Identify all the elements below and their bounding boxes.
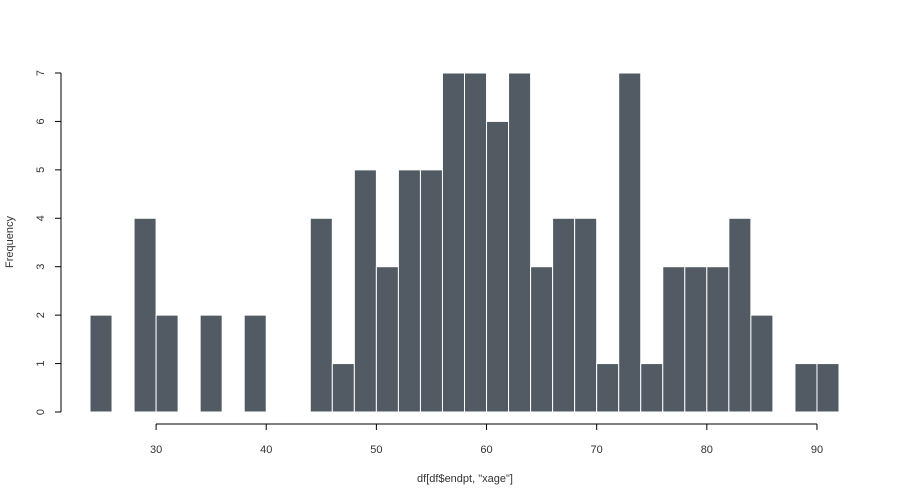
histogram-bar bbox=[684, 266, 708, 413]
histogram-bar bbox=[728, 217, 752, 413]
y-tick-label: 5 bbox=[35, 167, 47, 173]
y-axis: 0 1 2 3 4 5 6 7 bbox=[35, 70, 62, 415]
histogram-bar bbox=[397, 169, 421, 413]
histogram-bar bbox=[309, 217, 333, 413]
histogram-bar bbox=[530, 266, 554, 413]
histogram-bar bbox=[419, 169, 443, 413]
histogram-bar bbox=[706, 266, 730, 413]
histogram-bar bbox=[816, 363, 840, 413]
histogram-bar bbox=[331, 363, 355, 413]
histogram-bar bbox=[375, 266, 399, 413]
histogram-bar bbox=[133, 217, 157, 413]
x-axis: 30 40 50 60 70 80 90 bbox=[150, 423, 823, 456]
y-tick-label: 2 bbox=[35, 312, 47, 318]
x-axis-label: df[df$endpt, "xage"] bbox=[417, 473, 513, 485]
histogram-bar bbox=[794, 363, 818, 413]
x-tick-label: 90 bbox=[811, 444, 823, 456]
x-tick-label: 80 bbox=[701, 444, 713, 456]
y-tick-label: 0 bbox=[35, 409, 47, 415]
histogram-bar bbox=[552, 217, 576, 413]
histogram-bar bbox=[464, 72, 488, 413]
x-tick-label: 60 bbox=[480, 444, 492, 456]
x-tick-label: 70 bbox=[591, 444, 603, 456]
x-tick-label: 50 bbox=[370, 444, 382, 456]
histogram-bar bbox=[596, 363, 620, 413]
histogram-bar bbox=[618, 72, 642, 413]
y-tick-label: 4 bbox=[35, 215, 47, 221]
y-tick-label: 1 bbox=[35, 361, 47, 367]
histogram-bar bbox=[662, 266, 686, 413]
histogram-bar bbox=[441, 72, 465, 413]
y-tick-label: 7 bbox=[35, 70, 47, 76]
y-tick-label: 6 bbox=[35, 118, 47, 124]
y-tick-label: 3 bbox=[35, 264, 47, 270]
histogram-bar bbox=[486, 120, 510, 413]
histogram-bar bbox=[353, 169, 377, 413]
histogram-bar bbox=[89, 314, 113, 413]
histogram-bars bbox=[89, 72, 840, 413]
histogram-bar bbox=[508, 72, 532, 413]
y-axis-label: Frequency bbox=[4, 216, 16, 268]
histogram-bar bbox=[155, 314, 179, 413]
x-tick-label: 30 bbox=[150, 444, 162, 456]
histogram-bar bbox=[640, 363, 664, 413]
histogram-bar bbox=[199, 314, 223, 413]
x-tick-label: 40 bbox=[260, 444, 272, 456]
histogram-bar bbox=[574, 217, 598, 413]
histogram-bar bbox=[243, 314, 267, 413]
histogram-bar bbox=[750, 314, 774, 413]
